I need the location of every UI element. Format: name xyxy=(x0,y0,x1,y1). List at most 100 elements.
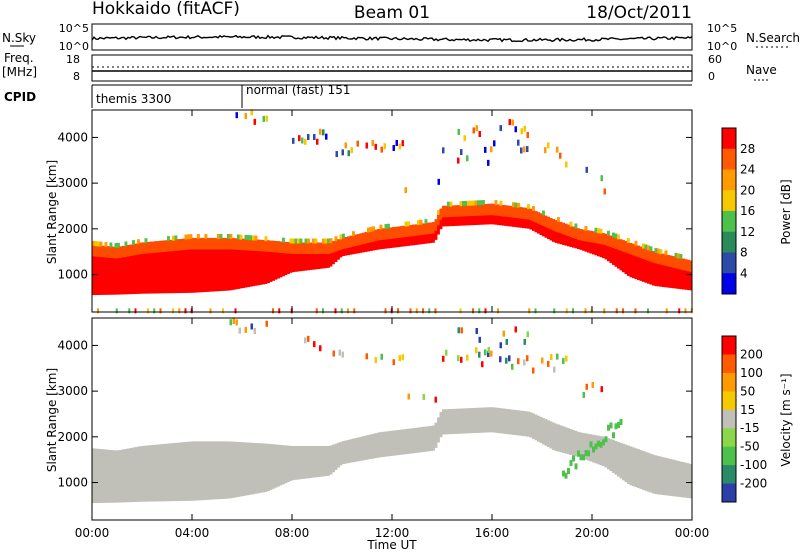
power-band-cell xyxy=(174,239,178,294)
velocity-band-cell xyxy=(107,449,110,503)
power-near-range-pixel xyxy=(159,308,162,314)
velocity-band-cell xyxy=(447,409,450,435)
velocity-scatter-pixel xyxy=(526,331,529,338)
power-band-cell xyxy=(207,237,210,292)
power-band-top xyxy=(659,249,663,255)
power-band-edge xyxy=(429,222,433,234)
power-band-edge xyxy=(122,245,125,258)
power-band-edge xyxy=(659,253,663,265)
power-near-range-pixel xyxy=(428,308,431,314)
power-band-edge xyxy=(174,239,178,251)
colorbar-tick-label: 12 xyxy=(740,225,755,239)
velocity-band-cell xyxy=(172,443,175,502)
power-near-range-pixel xyxy=(340,308,343,314)
power-band-edge xyxy=(469,204,473,217)
power-band-cell xyxy=(309,242,313,270)
power-band-edge xyxy=(612,236,615,249)
power-band-top xyxy=(424,219,428,225)
power-band-edge xyxy=(407,225,410,237)
power-band-top xyxy=(352,231,355,237)
power-band-edge xyxy=(447,205,450,218)
power-band-edge xyxy=(142,242,145,254)
power-band-cell xyxy=(639,246,643,281)
velocity-band-cell xyxy=(384,431,388,457)
power-band-cell xyxy=(617,238,620,269)
velocity-band-cell xyxy=(499,408,503,434)
power-scatter-pixel xyxy=(298,135,301,142)
power-band-cell xyxy=(679,258,683,290)
noise-tick-top-left: 10^5 xyxy=(59,22,89,35)
power-band-top xyxy=(92,240,95,246)
power-near-range-pixel xyxy=(572,308,574,314)
power-band-top xyxy=(447,201,450,207)
power-axes: 1000 2000 3000 4000 xyxy=(57,110,693,312)
power-scatter-pixel xyxy=(325,133,328,140)
power-band-cell xyxy=(314,242,318,270)
velocity-scatter-pixel xyxy=(505,338,508,345)
power-band-top xyxy=(167,236,170,242)
velocity-band-cell xyxy=(392,430,395,456)
y-tick-label: 2000 xyxy=(57,430,88,444)
velocity-band-cell xyxy=(424,426,428,452)
velocity-band-cell xyxy=(342,441,345,465)
power-near-range-pixel xyxy=(478,308,481,314)
power-band-top xyxy=(297,238,300,244)
power-band-edge xyxy=(484,203,488,216)
power-band-cell xyxy=(604,233,608,260)
velocity-band-cell xyxy=(237,441,240,497)
power-scatter-pixel xyxy=(319,128,322,135)
power-band-cell xyxy=(279,241,283,278)
velocity-scatter-pixel xyxy=(365,353,368,360)
power-band-cell xyxy=(222,237,225,291)
power-band-edge xyxy=(524,207,528,220)
power-band-cell xyxy=(164,240,168,294)
power-band-top xyxy=(417,220,420,226)
power-band-edge xyxy=(422,223,425,235)
power-band-cell xyxy=(254,239,258,286)
power-band-edge xyxy=(549,217,553,230)
power-scatter-pixel xyxy=(487,159,490,166)
power-band-cell xyxy=(149,241,153,294)
power-band-top xyxy=(137,239,140,245)
power-band-edge xyxy=(309,242,313,254)
colorbar-tick-label: -15 xyxy=(740,421,760,435)
velocity-band-cell xyxy=(302,445,305,479)
noise-tick-bottom-left: 10^0 xyxy=(59,40,89,53)
velocity-scatter-pixel xyxy=(313,341,316,348)
noise-left-label: N.Sky xyxy=(2,31,36,45)
power-scatter-pixel xyxy=(600,175,603,182)
velocity-band-cell xyxy=(637,449,640,489)
power-band-top xyxy=(219,233,223,239)
power-band-edge xyxy=(334,240,338,252)
power-ylabel: Slant Range [km] xyxy=(45,160,59,264)
velocity-band-cell xyxy=(212,441,215,500)
power-band-edge xyxy=(229,238,233,250)
power-band-top xyxy=(574,223,578,229)
power-band-cell xyxy=(682,258,685,290)
noise-tick-top-right: 10^5 xyxy=(707,22,737,35)
power-band-cell xyxy=(622,240,625,273)
power-band-edge xyxy=(647,249,650,261)
velocity-scatter-pixel xyxy=(380,353,383,360)
power-band-edge xyxy=(474,204,478,216)
power-band-cell xyxy=(162,240,165,294)
power-near-range-pixel xyxy=(234,308,237,314)
power-band-top xyxy=(384,224,388,230)
velocity-band-cell xyxy=(399,429,403,455)
power-band-edge xyxy=(199,237,203,250)
velocity-band-cell xyxy=(502,408,505,434)
velocity-scatter-pixel xyxy=(523,359,526,366)
power-near-range-pixel xyxy=(172,308,174,314)
power-colorbar-label: Power [dB] xyxy=(779,179,793,244)
power-band-edge xyxy=(129,244,133,257)
power-near-range-pixel xyxy=(184,308,187,314)
power-band-edge xyxy=(289,242,293,254)
power-band-edge xyxy=(257,239,260,252)
power-band-top xyxy=(187,234,190,240)
power-scatter-pixel xyxy=(316,138,319,145)
velocity-band-cell xyxy=(262,443,265,493)
y-tick-label: 1000 xyxy=(57,268,88,282)
power-band-edge xyxy=(517,206,520,219)
velocity-band-cell xyxy=(524,411,528,437)
colorbar-tick-label: 20 xyxy=(740,183,755,197)
